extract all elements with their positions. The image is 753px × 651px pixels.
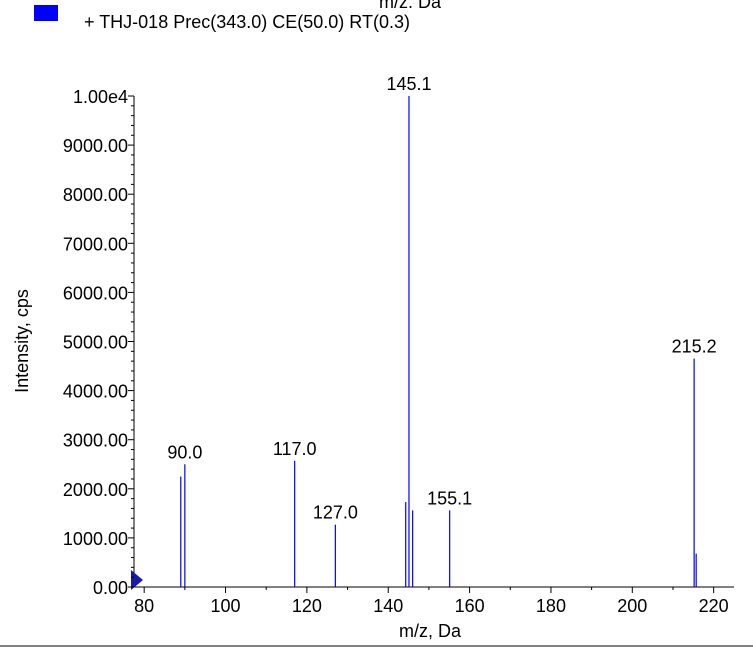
legend-label: + THJ-018 Prec(343.0) CE(50.0) RT(0.3) xyxy=(84,12,410,32)
y-tick-label: 1000.00 xyxy=(63,529,128,549)
y-axis-zero-marker xyxy=(131,570,143,590)
x-tick-label: 140 xyxy=(373,596,403,616)
peaks xyxy=(180,96,697,587)
legend: + THJ-018 Prec(343.0) CE(50.0) RT(0.3) xyxy=(34,5,410,32)
y-axis-label: Intensity, cps xyxy=(12,289,32,393)
x-tick-label: 180 xyxy=(536,596,566,616)
peak-labels: 90.0 117.0 127.0 145.1 155.1 215.2 xyxy=(167,74,716,523)
y-ticks: 0.00 1000.00 2000.00 3000.00 4000.00 5000.00 6… xyxy=(63,87,134,598)
x-tick-label: 100 xyxy=(211,596,241,616)
y-tick-label: 3000.00 xyxy=(63,431,128,451)
top-clipped-label: m/z, Da xyxy=(379,0,442,12)
x-tick-label: 160 xyxy=(455,596,485,616)
y-tick-label: 9000.00 xyxy=(63,136,128,156)
axes xyxy=(0,96,753,647)
y-tick-label: 5000.00 xyxy=(63,333,128,353)
y-tick-label: 0.00 xyxy=(93,578,128,598)
peak-label: 90.0 xyxy=(167,442,202,462)
y-tick-label: 1.00e4 xyxy=(73,87,128,107)
peak-label: 155.1 xyxy=(427,488,472,508)
x-tick-label: 80 xyxy=(134,596,154,616)
peak-label: 117.0 xyxy=(273,439,317,459)
x-tick-label: 120 xyxy=(292,596,322,616)
x-ticks: 80 100 120 140 160 180 200 220 xyxy=(134,587,729,616)
y-tick-label: 7000.00 xyxy=(63,234,128,254)
y-tick-label: 4000.00 xyxy=(63,382,128,402)
x-tick-label: 220 xyxy=(699,596,729,616)
peak-label: 127.0 xyxy=(313,503,358,523)
top-clipped-label-clip: m/z, Da xyxy=(379,0,442,12)
legend-swatch xyxy=(34,5,58,21)
x-axis-label: m/z, Da xyxy=(399,621,462,641)
x-tick-label: 200 xyxy=(617,596,647,616)
y-tick-label: 2000.00 xyxy=(63,480,128,500)
y-tick-label: 8000.00 xyxy=(63,185,128,205)
y-tick-label: 6000.00 xyxy=(63,283,128,303)
peak-label: 215.2 xyxy=(672,337,717,357)
peak-label: 145.1 xyxy=(386,74,431,94)
